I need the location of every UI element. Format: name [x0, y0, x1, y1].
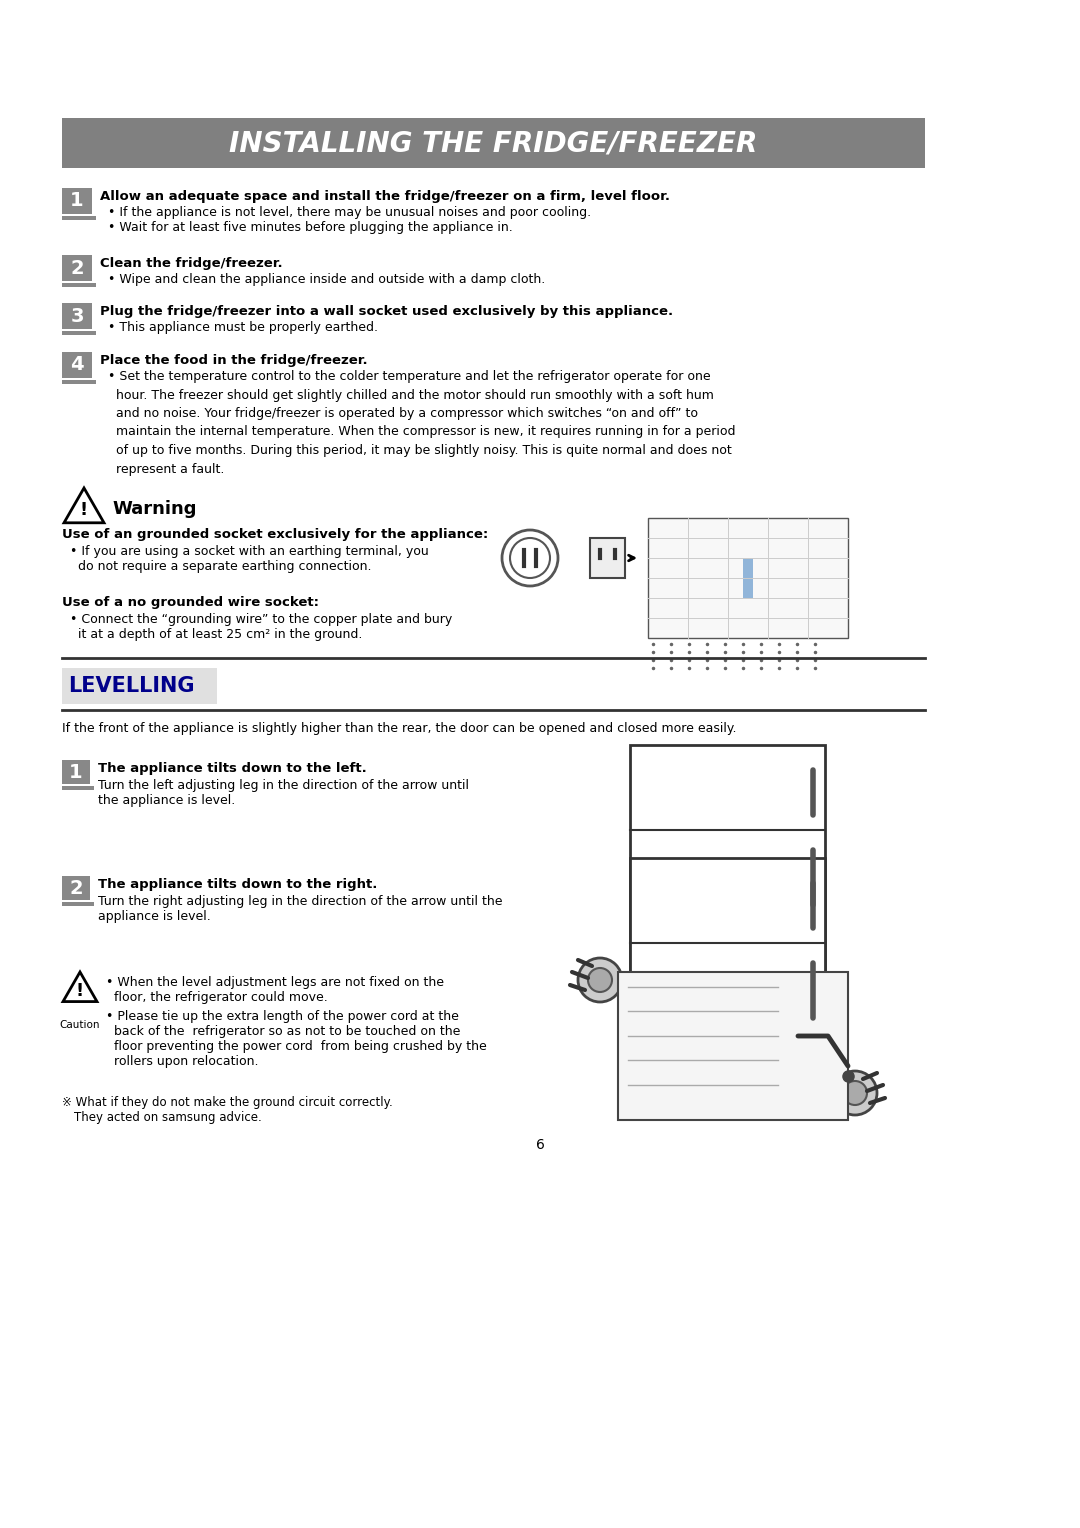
Text: 4: 4 — [70, 356, 84, 374]
Bar — [630, 746, 825, 999]
Circle shape — [833, 1071, 877, 1115]
Text: 2: 2 — [70, 258, 84, 278]
Text: LEVELLING: LEVELLING — [68, 675, 194, 695]
Text: 1: 1 — [70, 191, 84, 211]
Text: The appliance tilts down to the right.: The appliance tilts down to the right. — [98, 879, 377, 891]
Text: • If the appliance is not level, there may be unusual noises and poor cooling.: • If the appliance is not level, there m… — [108, 206, 591, 219]
Text: Caution: Caution — [59, 1021, 100, 1030]
Bar — [62, 785, 94, 790]
Text: 3: 3 — [70, 307, 84, 325]
Text: !: ! — [80, 501, 89, 520]
Bar — [62, 380, 96, 384]
Bar — [62, 118, 924, 168]
Text: it at a depth of at least 25 cm² in the ground.: it at a depth of at least 25 cm² in the … — [78, 628, 363, 642]
Bar — [62, 283, 96, 287]
Text: • Wait for at least five minutes before plugging the appliance in.: • Wait for at least five minutes before … — [108, 222, 513, 234]
Text: • Connect the “grounding wire” to the copper plate and bury: • Connect the “grounding wire” to the co… — [70, 613, 453, 626]
Text: • Wipe and clean the appliance inside and outside with a damp cloth.: • Wipe and clean the appliance inside an… — [108, 274, 545, 286]
Text: • When the level adjustment legs are not fixed on the: • When the level adjustment legs are not… — [106, 976, 444, 989]
Text: floor, the refrigerator could move.: floor, the refrigerator could move. — [114, 992, 327, 1004]
Text: back of the  refrigerator so as not to be touched on the: back of the refrigerator so as not to be… — [114, 1025, 460, 1038]
Bar — [62, 332, 96, 335]
Text: Place the food in the fridge/freezer.: Place the food in the fridge/freezer. — [100, 354, 367, 367]
Bar — [743, 558, 753, 597]
Text: The appliance tilts down to the left.: The appliance tilts down to the left. — [98, 762, 367, 775]
Text: appliance is level.: appliance is level. — [98, 911, 211, 923]
Text: • Set the temperature control to the colder temperature and let the refrigerator: • Set the temperature control to the col… — [108, 370, 735, 475]
Circle shape — [588, 969, 612, 992]
Text: Use of a no grounded wire socket:: Use of a no grounded wire socket: — [62, 596, 319, 610]
Text: Warning: Warning — [112, 500, 197, 518]
Text: 6: 6 — [536, 1138, 544, 1152]
Text: ※ What if they do not make the ground circuit correctly.: ※ What if they do not make the ground ci… — [62, 1096, 393, 1109]
Text: !: ! — [76, 981, 84, 999]
Text: Turn the right adjusting leg in the direction of the arrow until the: Turn the right adjusting leg in the dire… — [98, 895, 502, 908]
Bar — [62, 255, 92, 281]
Bar — [62, 303, 92, 329]
Text: floor preventing the power cord  from being crushed by the: floor preventing the power cord from bei… — [114, 1041, 487, 1053]
Text: Plug the fridge/freezer into a wall socket used exclusively by this appliance.: Plug the fridge/freezer into a wall sock… — [100, 306, 673, 318]
Text: Allow an adequate space and install the fridge/freezer on a firm, level floor.: Allow an adequate space and install the … — [100, 189, 670, 203]
Bar — [618, 972, 848, 1120]
Text: If the front of the appliance is slightly higher than the rear, the door can be : If the front of the appliance is slightl… — [62, 723, 737, 735]
Bar — [630, 859, 825, 1112]
Text: rollers upon relocation.: rollers upon relocation. — [114, 1054, 258, 1068]
Bar — [62, 902, 94, 906]
Text: Turn the left adjusting leg in the direction of the arrow until: Turn the left adjusting leg in the direc… — [98, 779, 469, 792]
Bar — [62, 876, 90, 900]
Text: Clean the fridge/freezer.: Clean the fridge/freezer. — [100, 257, 283, 270]
Text: do not require a separate earthing connection.: do not require a separate earthing conne… — [78, 559, 372, 573]
Bar — [62, 215, 96, 220]
Bar — [648, 518, 848, 639]
Circle shape — [843, 1080, 867, 1105]
Text: 2: 2 — [69, 879, 83, 897]
Bar — [62, 351, 92, 377]
Bar — [590, 538, 625, 578]
Text: • If you are using a socket with an earthing terminal, you: • If you are using a socket with an eart… — [70, 545, 429, 558]
Text: Use of an grounded socket exclusively for the appliance:: Use of an grounded socket exclusively fo… — [62, 529, 488, 541]
Text: the appliance is level.: the appliance is level. — [98, 795, 235, 807]
Text: They acted on samsung advice.: They acted on samsung advice. — [75, 1111, 261, 1125]
Text: 1: 1 — [69, 762, 83, 781]
Bar — [62, 668, 217, 704]
Text: INSTALLING THE FRIDGE/FREEZER: INSTALLING THE FRIDGE/FREEZER — [229, 128, 758, 157]
Circle shape — [578, 958, 622, 1002]
Bar — [62, 759, 90, 784]
Text: • Please tie up the extra length of the power cord at the: • Please tie up the extra length of the … — [106, 1010, 459, 1024]
Text: • This appliance must be properly earthed.: • This appliance must be properly earthe… — [108, 321, 378, 335]
Bar — [62, 188, 92, 214]
